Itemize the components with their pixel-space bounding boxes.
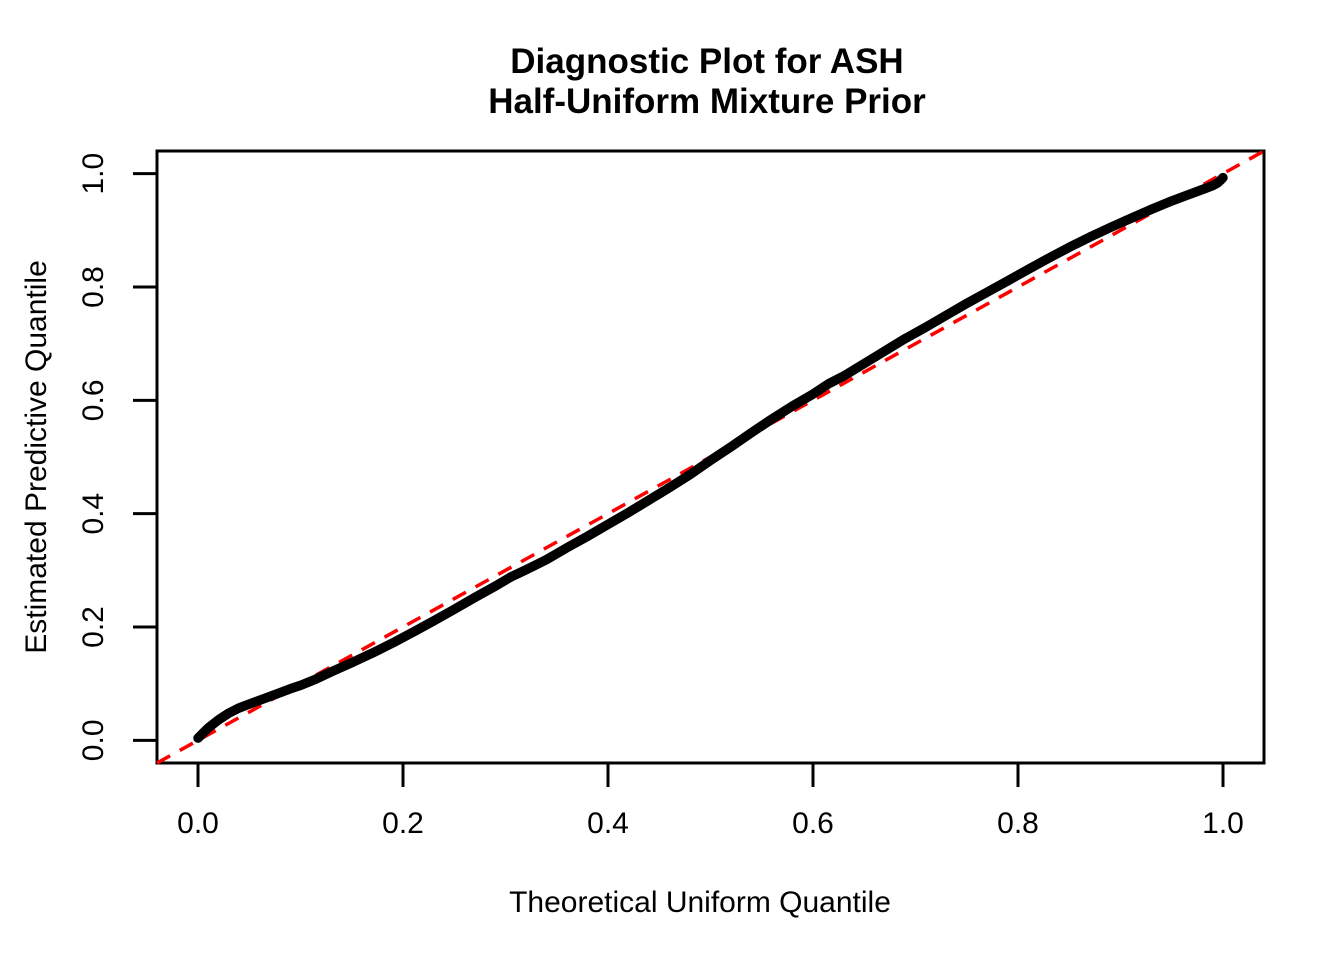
x-tick-label: 0.8 <box>997 807 1039 840</box>
x-tick-label: 0.2 <box>382 807 424 840</box>
x-axis-title: Theoretical Uniform Quantile <box>509 886 891 919</box>
y-tick-label: 0.0 <box>77 719 110 761</box>
x-tick-label: 0.6 <box>792 807 834 840</box>
qq-curve <box>193 172 1228 743</box>
y-tick-label: 0.4 <box>77 493 110 535</box>
x-tick-label: 0.4 <box>587 807 629 840</box>
y-tick-label: 0.8 <box>77 266 110 308</box>
chart-title-line1: Diagnostic Plot for ASH <box>510 42 903 81</box>
y-tick-label: 0.6 <box>77 379 110 421</box>
plot-box <box>155 149 1266 765</box>
chart-title-line2: Half-Uniform Mixture Prior <box>488 82 926 121</box>
y-axis: 0.0 0.2 0.4 0.6 0.8 1.0 <box>77 153 157 761</box>
y-axis-title: Estimated Predictive Quantile <box>20 260 53 654</box>
x-tick-label: 0.0 <box>177 807 219 840</box>
x-tick-label: 1.0 <box>1202 807 1244 840</box>
x-axis: 0.0 0.2 0.4 0.6 0.8 1.0 <box>177 763 1244 840</box>
y-tick-label: 0.2 <box>77 606 110 648</box>
y-tick-label: 1.0 <box>77 153 110 195</box>
